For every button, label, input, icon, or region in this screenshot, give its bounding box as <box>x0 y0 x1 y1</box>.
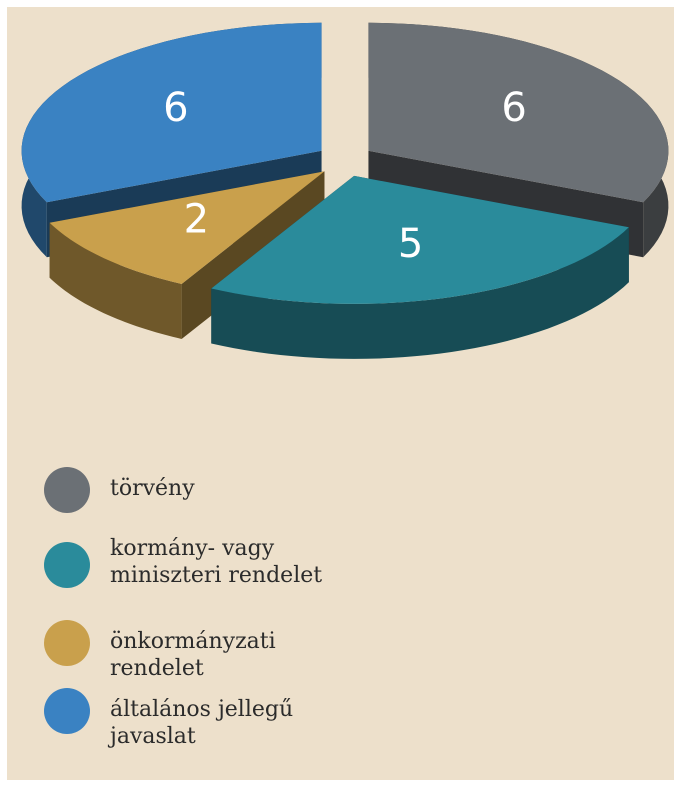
slice-side <box>49 222 182 339</box>
legend-label: általános jellegű javaslat <box>110 697 294 749</box>
slice-top <box>211 175 629 304</box>
value-label: 2 <box>184 197 209 243</box>
legend-swatch <box>44 688 90 734</box>
legend-label: törvény <box>110 476 195 501</box>
legend-label: kormány- vagy miniszteri rendelet <box>110 536 323 588</box>
slice-side <box>211 227 629 359</box>
value-label: 5 <box>398 221 423 267</box>
legend-swatch <box>44 467 90 513</box>
slice-top <box>21 22 322 203</box>
value-label: 6 <box>501 85 526 131</box>
legend-swatch <box>44 620 90 666</box>
legend-label: önkormányzati rendelet <box>110 629 276 681</box>
value-label: 6 <box>163 85 188 131</box>
slice-top <box>49 171 325 284</box>
legend-swatch <box>44 542 90 588</box>
slice: 5 <box>211 175 629 359</box>
slice-top <box>368 22 669 203</box>
